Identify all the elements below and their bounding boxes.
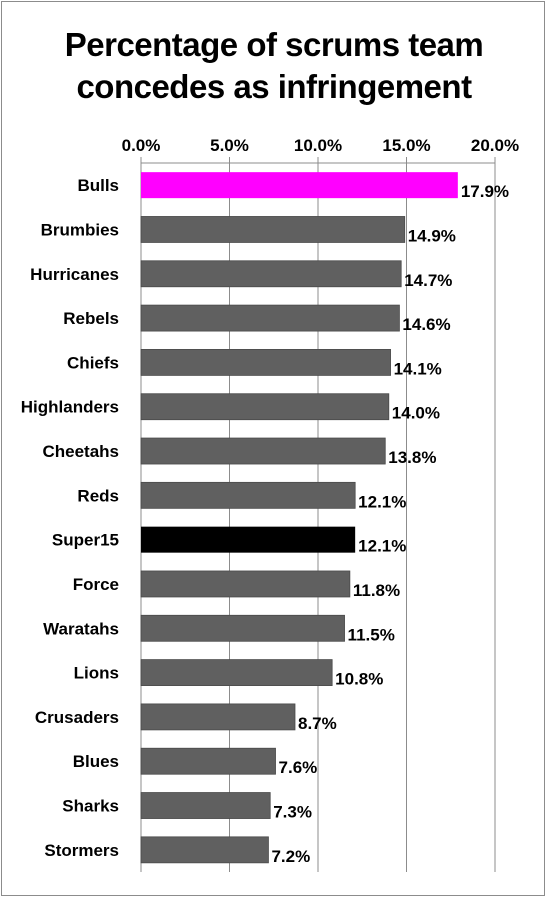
data-label: 14.7%	[404, 271, 452, 290]
category-label: Waratahs	[43, 619, 119, 638]
category-label: Rebels	[63, 309, 119, 328]
data-label: 13.8%	[388, 448, 436, 467]
bar-hurricanes	[140, 260, 402, 288]
category-label: Stormers	[44, 841, 119, 860]
bar-chiefs	[140, 349, 391, 376]
data-label: 11.8%	[353, 581, 400, 600]
x-tick-label: 20.0%	[471, 136, 519, 155]
bar-rebels	[140, 304, 400, 332]
data-label: 10.8%	[335, 670, 383, 689]
data-label: 14.0%	[392, 404, 440, 423]
category-label: Reds	[77, 486, 119, 505]
category-label: Force	[73, 575, 119, 594]
bar-super15	[141, 526, 356, 553]
data-label: 12.1%	[358, 492, 406, 511]
category-label: Lions	[74, 664, 119, 683]
x-tick-label: 10.0%	[294, 136, 342, 155]
x-tick-label: 15.0%	[382, 136, 430, 155]
chart-title-line-2: concedes as infringement	[76, 68, 472, 105]
data-label: 14.1%	[394, 359, 442, 378]
x-tick-label: 0.0%	[122, 136, 161, 155]
bar-force	[140, 570, 351, 598]
bar-stormers	[140, 836, 269, 864]
bar-waratahs	[140, 614, 345, 642]
x-tick-label: 5.0%	[210, 136, 249, 155]
bar-layer	[140, 172, 458, 864]
bar-lions	[140, 659, 333, 686]
category-label: Brumbies	[41, 220, 119, 239]
data-label: 14.6%	[402, 315, 450, 334]
category-label: Hurricanes	[30, 265, 119, 284]
category-label: Super15	[52, 531, 119, 550]
category-label: Bulls	[77, 176, 119, 195]
bar-cheetahs	[140, 437, 386, 465]
bar-highlanders	[140, 393, 390, 421]
category-label: Blues	[73, 752, 119, 771]
data-label: 7.2%	[271, 847, 310, 866]
bar-blues	[140, 747, 276, 775]
category-label: Cheetahs	[42, 442, 119, 461]
bar-crusaders	[140, 703, 296, 731]
data-label: 8.7%	[298, 714, 337, 733]
bar-bulls	[141, 172, 458, 199]
bar-sharks	[140, 792, 271, 819]
category-label: Crusaders	[35, 708, 119, 727]
data-label: 7.3%	[273, 803, 312, 822]
label-layer: 0.0% 5.0% 10.0% 15.0% 20.0% Bulls 17.9% Brumbie…	[21, 136, 519, 866]
data-label: 12.1%	[358, 537, 406, 556]
chart-title: Percentage of scrums team concedes as in…	[0, 24, 548, 108]
chart-title-line-1: Percentage of scrums team	[64, 26, 484, 63]
data-label: 17.9%	[461, 182, 509, 201]
data-label: 11.5%	[348, 625, 395, 644]
bar-reds	[140, 481, 356, 509]
category-label: Chiefs	[67, 353, 119, 372]
category-label: Sharks	[62, 797, 119, 816]
bar-brumbies	[140, 216, 406, 243]
data-label: 14.9%	[408, 226, 456, 245]
category-label: Highlanders	[21, 398, 119, 417]
data-label: 7.6%	[279, 758, 318, 777]
